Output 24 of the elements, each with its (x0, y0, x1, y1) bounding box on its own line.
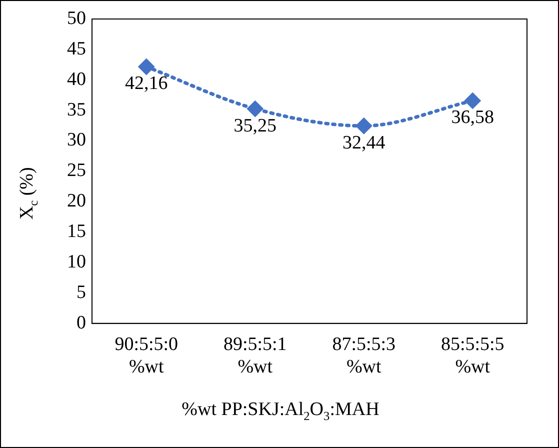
y-tick-label: 0 (76, 312, 86, 334)
point (356, 118, 372, 134)
y-tick-label: 10 (67, 252, 86, 273)
data-label: 32,44 (342, 132, 386, 154)
y-tick-label: 40 (67, 68, 86, 90)
point (247, 101, 263, 117)
point (138, 58, 154, 74)
point (464, 92, 480, 108)
y-tick-label: 35 (67, 99, 86, 120)
x-tick-label: 85:5:5:5 %wt (440, 334, 504, 378)
x-tick-label: 87:5:5:3 %wt (332, 334, 396, 378)
x-tick-label: 89:5:5:1 %wt (223, 334, 287, 378)
y-tick-label: 45 (67, 38, 86, 60)
y-tick-label: 15 (67, 221, 86, 242)
y-tick-label: 20 (67, 190, 86, 212)
y-tick-label: 50 (67, 8, 86, 29)
data-label: 36,58 (451, 107, 494, 128)
data-label: 42,16 (125, 73, 168, 94)
y-tick-label: 25 (67, 160, 86, 182)
x-tick-label: 90:5:5:0 %wt (114, 334, 178, 378)
y-tick-label: 5 (76, 282, 86, 303)
data-label: 35,25 (234, 115, 276, 136)
y-tick-label: 30 (67, 130, 86, 151)
x-axis-title: %wt PP:SKJ:Al$_{2}$O$_{3}$:MAH (180, 399, 380, 424)
